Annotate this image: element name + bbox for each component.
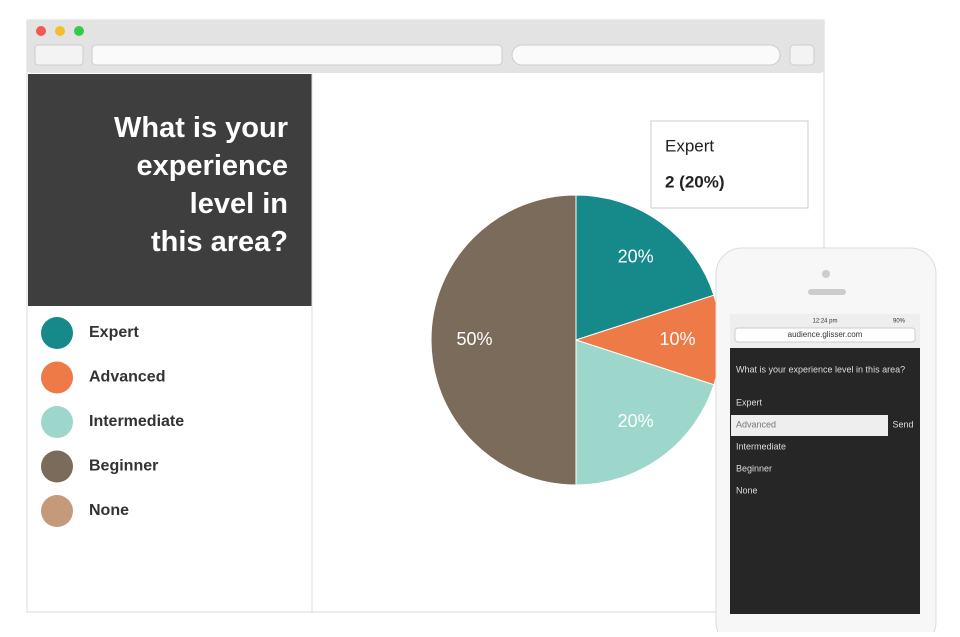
legend-label[interactable]: Expert [89,324,139,341]
close-button[interactable] [36,26,46,36]
phone-option[interactable]: Intermediate [736,441,786,451]
nav-buttons[interactable] [34,44,84,66]
pie-slice[interactable] [430,194,577,486]
phone-option[interactable]: Advanced [736,419,776,429]
send-button[interactable]: Send [892,419,913,429]
phone-screen [730,314,920,614]
title-panel [28,74,312,306]
search-bar[interactable] [511,44,781,66]
legend-label[interactable]: Advanced [89,369,165,386]
chart-title: What is your experience level in this area? [114,112,288,258]
legend: Expert Advanced Intermediate Beginner None [41,317,184,527]
minimize-button[interactable] [55,26,65,36]
phone-battery: 90% [893,319,906,325]
legend-label[interactable]: Beginner [89,458,158,475]
phone-url-bar[interactable] [734,327,916,343]
phone-question: What is your experience level in this ar… [736,364,905,374]
pie-slice[interactable] [575,194,715,341]
slice-label: 10% [659,329,695,349]
tooltip-text: 2 (20%) [665,172,725,191]
phone-option[interactable]: None [736,485,758,495]
legend-label[interactable]: None [89,502,129,519]
phone-url: audience.glisser.com [788,330,863,339]
legend-swatch [41,495,73,527]
slice-label: 50% [456,329,492,349]
phone-options: Expert Advanced Intermediate Beginner None [731,397,888,495]
tooltip-title: Expert [665,136,714,155]
legend-swatch [41,406,73,438]
slice-label: 20% [618,411,654,431]
legend-label[interactable]: Intermediate [89,413,184,430]
phone-option-selected[interactable] [731,415,888,436]
phone-time: 12:24 pm [812,319,837,325]
pie-slice[interactable] [575,339,715,486]
phone-camera [822,270,830,278]
legend-swatch [41,317,73,349]
legend-swatch [41,361,73,394]
address-bar[interactable] [91,44,503,66]
pie: 20% 10% 20% 50% [430,194,722,486]
maximize-button[interactable] [74,26,84,36]
phone-option[interactable]: Beginner [736,463,772,473]
slice-label: 20% [618,247,654,267]
tooltip [650,120,809,209]
legend-swatch [41,450,73,483]
phone-option[interactable]: Expert [736,397,763,407]
phone-speaker [808,289,846,295]
toolbar-button[interactable] [789,44,815,66]
